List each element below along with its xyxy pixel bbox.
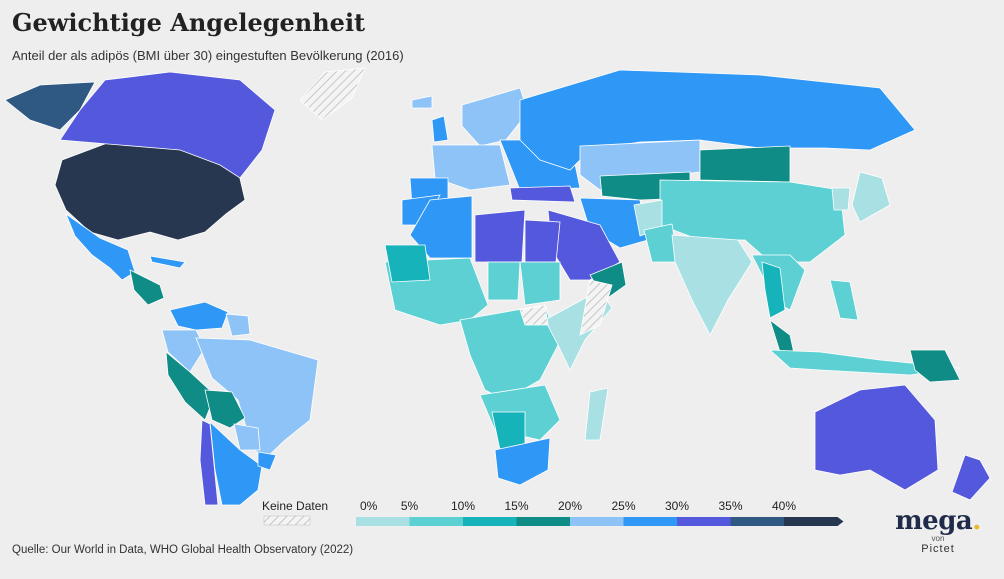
- region-argentinien: [209, 420, 263, 506]
- legend-tick-label: 0%: [360, 499, 378, 513]
- legend-tick-label: 10%: [451, 499, 475, 513]
- legend-tick-label: 35%: [718, 499, 742, 513]
- legend-arrow-tip: [837, 517, 844, 526]
- region-algerien: [409, 195, 473, 259]
- region-venezuela: [169, 301, 229, 331]
- region-chile: [199, 419, 219, 506]
- logo-brand: Pictet: [921, 543, 955, 555]
- region-somalia: [579, 279, 613, 336]
- region-südsudan: [519, 304, 549, 326]
- region-australien: [814, 384, 939, 491]
- legend-tick-label: 30%: [665, 499, 689, 513]
- legend-tick-label: 25%: [611, 499, 635, 513]
- legend-swatch: [677, 517, 731, 526]
- region-japan: [851, 171, 891, 223]
- legend-swatch: [463, 517, 517, 526]
- region-ägypten: [524, 219, 561, 263]
- legend-swatch: [516, 517, 571, 526]
- logo-dot: .: [972, 506, 981, 536]
- legend-swatch: [570, 517, 624, 526]
- region-kanada: [59, 71, 276, 179]
- legend-tick-labels: 0% 5% 10% 15% 20% 25% 30% 35% 40%: [360, 499, 796, 513]
- region-thailand: [761, 261, 786, 319]
- source-note: Quelle: Our World in Data, WHO Global He…: [12, 544, 354, 556]
- region-westeuropa: [431, 144, 511, 191]
- legend-scale: Keine Daten 0% 5% 10% 15% 20% 25% 30% 35% 40%: [262, 499, 844, 526]
- region-korea: [831, 187, 851, 211]
- legend-tick-label: 40%: [772, 499, 796, 513]
- region-papua-neuguinea: [909, 349, 961, 383]
- legend-swatch: [409, 517, 464, 526]
- legend-swatch: [623, 517, 678, 526]
- region-bolivien: [204, 389, 246, 429]
- region-zentralamerika: [129, 269, 165, 306]
- mega-pictet-logo: mega. von Pictet: [888, 506, 988, 555]
- region-tschad: [487, 261, 521, 301]
- country-regions: [4, 67, 991, 506]
- region-madagaskar: [584, 387, 609, 441]
- region-uruguay: [257, 451, 277, 471]
- legend-tick-label: 5%: [401, 499, 419, 513]
- legend: Keine Daten 0% 5% 10% 15% 20% 25% 30% 35% 40%: [262, 498, 852, 543]
- legend-color-boxes: [356, 517, 844, 526]
- map-subtitle: Anteil der als adipös (BMI über 30) eing…: [12, 48, 404, 63]
- region-island: [411, 95, 433, 109]
- region-indien: [671, 234, 753, 336]
- region-gro-britannien: [431, 115, 449, 143]
- region-guyana: [225, 313, 251, 337]
- legend-swatch: [356, 517, 410, 526]
- region-neuseeland: [951, 454, 991, 501]
- region-südafrika: [494, 437, 551, 486]
- region-philippinen: [829, 279, 859, 321]
- legend-swatch: [784, 517, 838, 526]
- legend-tick-label: 15%: [504, 499, 528, 513]
- logo-word: mega: [895, 506, 973, 536]
- legend-no-data-label: Keine Daten: [262, 499, 328, 513]
- region-grönland: [299, 67, 366, 121]
- region-brasilien: [195, 337, 319, 463]
- region-kolumbien: [161, 329, 206, 373]
- region-sudan: [519, 261, 561, 306]
- region-skandinavien: [461, 87, 529, 147]
- region-mongolei: [699, 145, 791, 183]
- map-title: Gewichtige Angelegenheit: [12, 8, 366, 37]
- legend-tick-label: 20%: [558, 499, 582, 513]
- legend-no-data-swatch: [263, 515, 311, 526]
- region-libyen: [474, 209, 526, 263]
- region-kuba: [149, 255, 186, 269]
- region-mexiko: [65, 212, 136, 281]
- legend-swatch: [730, 517, 785, 526]
- region-peru: [165, 351, 216, 421]
- region-türkei: [509, 185, 576, 203]
- region-paraguay: [233, 423, 261, 451]
- region-mauretanien: [384, 244, 431, 283]
- logo-von: von: [931, 534, 945, 543]
